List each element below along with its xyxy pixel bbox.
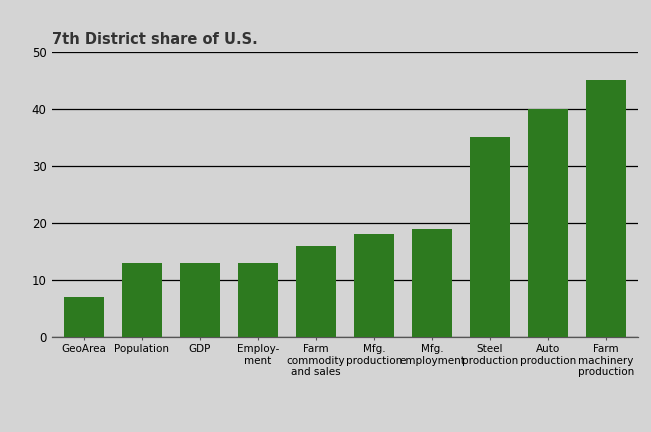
Bar [353,234,395,337]
Bar [296,246,337,337]
Bar [122,263,162,337]
Bar [586,80,626,337]
Bar [180,263,220,337]
Bar [528,109,568,337]
Text: 7th District share of U.S.: 7th District share of U.S. [52,32,258,47]
Bar [238,263,279,337]
Bar [411,229,452,337]
Bar [470,137,510,337]
Bar [64,297,104,337]
